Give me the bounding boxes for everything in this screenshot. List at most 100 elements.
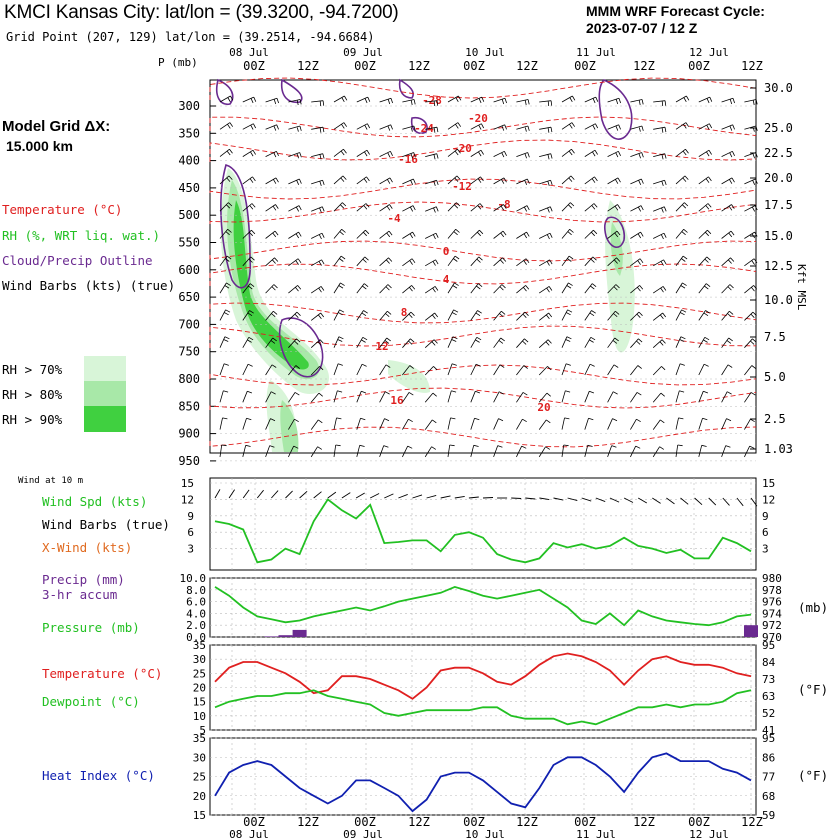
temperature-contour-label: -12 [452, 180, 472, 193]
wind-speed-line [214, 498, 752, 564]
surface-wind-barb [680, 497, 689, 505]
wind-barb [425, 153, 439, 160]
surface-wind-barb [256, 489, 264, 499]
temperature-contour-label: -8 [497, 198, 510, 211]
wind-barb [538, 286, 553, 294]
wind-barb [402, 205, 416, 212]
wind-barb [744, 285, 758, 294]
wind-barb [538, 446, 551, 458]
wind-barb [470, 444, 479, 457]
pressure-tick-label: 300 [178, 99, 200, 113]
wind-barb [516, 99, 530, 106]
wind-barb [721, 445, 731, 458]
wind-barb [219, 95, 234, 103]
precip-ytick-left: 10.0 [180, 572, 207, 585]
wind-barb [402, 365, 414, 376]
wind-barb [379, 230, 393, 239]
dewpoint-line [214, 689, 752, 726]
time-label-top: 00Z [688, 59, 710, 73]
pressure-ytick-right: 974 [762, 607, 782, 620]
wind-barb [538, 392, 551, 403]
wind-barb [424, 446, 437, 458]
wind-barb [288, 338, 301, 348]
surface-wind-barb [525, 497, 536, 500]
wind-barb [744, 338, 757, 348]
wind-barb [242, 336, 254, 348]
wind-barb [493, 124, 507, 131]
wind-barb [584, 123, 599, 130]
wind-barb [288, 231, 302, 239]
rh70-area-west [220, 168, 330, 394]
wind-barb [538, 339, 552, 348]
wind-barb [630, 178, 644, 185]
height-axis-label: Kft MSL [795, 264, 808, 311]
wind-barb [447, 417, 456, 430]
temperature-ytick-left: 30 [193, 653, 206, 666]
temperature-contour [209, 201, 757, 224]
date-label-bottom: 11 Jul [576, 828, 616, 840]
wind-barb [333, 336, 344, 348]
legend-wind: Wind Barbs (kts) (true) [2, 278, 176, 293]
pressure-tick-label: 600 [178, 263, 200, 277]
wind-barb [744, 178, 758, 185]
wind-barb [265, 445, 275, 458]
surface-wind-barb [623, 497, 634, 503]
wind-barb [698, 363, 709, 376]
surface-wind-barb [637, 497, 648, 504]
wind-barb [379, 337, 391, 348]
wind-barb [675, 336, 686, 348]
heat-index-ytick-right: 59 [762, 809, 775, 822]
page-title: KMCI Kansas City: lat/lon = (39.3200, -9… [4, 2, 399, 23]
temperature-contour [209, 364, 757, 386]
surface-wind-barb [440, 495, 451, 499]
surface-wind-barb [341, 492, 351, 499]
wind-barb [516, 311, 529, 321]
wind-barb [493, 230, 507, 239]
height-tick-label: 1.03 [764, 442, 793, 456]
heat-index-unit-label: (°F) [798, 768, 829, 783]
temperature-contour-label: -16 [398, 153, 418, 166]
wind-barb [539, 206, 553, 213]
wind-barb [652, 392, 665, 403]
wind-barb [721, 124, 735, 131]
wind-barb [675, 175, 689, 185]
wind-barb [516, 392, 528, 403]
wind-barb [402, 445, 413, 458]
wind-barb [379, 364, 391, 376]
wind-barb [516, 231, 530, 239]
date-label-top: 09 Jul [343, 46, 383, 59]
time-label-bottom: 00Z [688, 815, 710, 829]
time-label-top: 12Z [297, 59, 319, 73]
surface-wind-barb [694, 497, 703, 506]
wind-barb [219, 255, 232, 267]
cloud-outline [280, 78, 303, 104]
cloud-outline [220, 164, 251, 289]
wind-barb [242, 176, 256, 185]
legend-temperature-2m: Temperature (°C) [42, 666, 163, 681]
wind-barb [356, 96, 371, 104]
wind-barb [447, 228, 460, 239]
pressure-tick-label: 400 [178, 154, 200, 168]
height-tick-label: 2.5 [764, 412, 786, 426]
date-label-top: 12 Jul [689, 46, 729, 59]
wind-barb [242, 256, 255, 267]
wind-barb [447, 336, 458, 348]
wind-barb [630, 285, 644, 294]
temperature-contour-label: -4 [387, 212, 401, 225]
temperature-contour [209, 240, 757, 262]
wind-barb [675, 390, 685, 403]
wind-barb [470, 336, 482, 348]
temperature-ytick-right: 73 [762, 673, 775, 686]
wind-ytick-right: 15 [762, 477, 775, 490]
wind-ytick-right: 6 [762, 526, 769, 539]
wind-barb [379, 418, 390, 430]
wind-barb [721, 177, 735, 185]
wind-barb [242, 283, 255, 294]
wind-ytick-left: 3 [187, 543, 194, 556]
wind-barb [356, 203, 370, 212]
wind-barb [402, 392, 414, 403]
wind-barb [721, 337, 733, 348]
wind-barb [630, 231, 644, 239]
wind-barb [539, 126, 553, 133]
